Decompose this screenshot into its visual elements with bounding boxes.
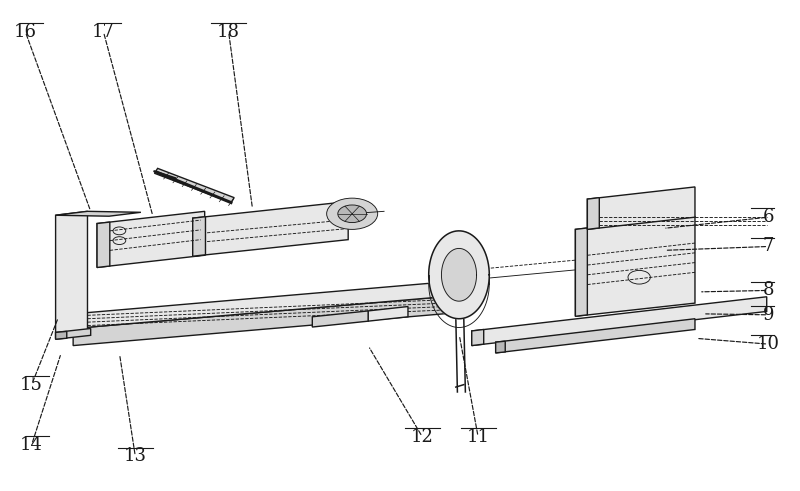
Text: 16: 16 xyxy=(14,23,37,41)
Text: 10: 10 xyxy=(757,335,780,353)
Polygon shape xyxy=(55,211,141,216)
Text: 7: 7 xyxy=(762,238,774,255)
Polygon shape xyxy=(587,198,599,229)
Polygon shape xyxy=(97,211,205,268)
Text: 15: 15 xyxy=(20,376,43,394)
Text: 8: 8 xyxy=(762,281,774,300)
Polygon shape xyxy=(472,297,766,346)
Polygon shape xyxy=(472,329,484,346)
Polygon shape xyxy=(73,280,472,328)
Polygon shape xyxy=(587,187,695,229)
Text: 18: 18 xyxy=(217,23,240,41)
Polygon shape xyxy=(496,341,506,353)
Polygon shape xyxy=(97,222,110,268)
Polygon shape xyxy=(368,306,408,321)
Polygon shape xyxy=(55,328,90,339)
Polygon shape xyxy=(73,294,472,346)
Polygon shape xyxy=(55,331,66,339)
Circle shape xyxy=(326,198,378,229)
Polygon shape xyxy=(73,313,86,328)
Polygon shape xyxy=(193,217,206,256)
Polygon shape xyxy=(193,202,348,256)
Text: 17: 17 xyxy=(92,23,115,41)
Polygon shape xyxy=(575,216,695,316)
Polygon shape xyxy=(429,231,490,319)
Polygon shape xyxy=(312,311,368,327)
Text: 6: 6 xyxy=(762,208,774,226)
Text: 14: 14 xyxy=(20,436,43,454)
Text: 11: 11 xyxy=(466,428,490,446)
Polygon shape xyxy=(575,228,587,316)
Polygon shape xyxy=(55,211,87,338)
Circle shape xyxy=(338,205,366,222)
Text: 12: 12 xyxy=(411,428,434,446)
Text: 9: 9 xyxy=(762,306,774,324)
Polygon shape xyxy=(442,248,477,301)
Polygon shape xyxy=(496,319,695,353)
Text: 13: 13 xyxy=(124,447,147,465)
Polygon shape xyxy=(154,168,234,202)
